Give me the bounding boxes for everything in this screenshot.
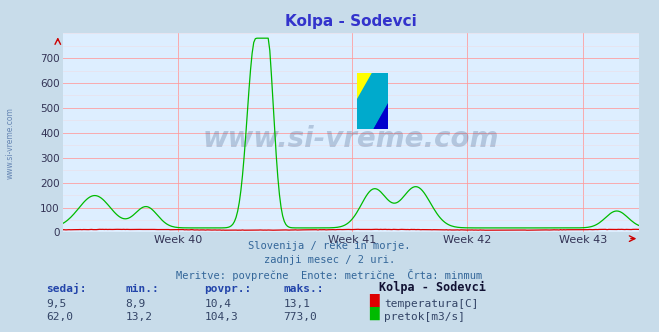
Title: Kolpa - Sodevci: Kolpa - Sodevci	[285, 14, 416, 29]
Text: pretok[m3/s]: pretok[m3/s]	[384, 312, 465, 322]
Text: █: █	[369, 294, 379, 307]
Text: 13,2: 13,2	[125, 312, 152, 322]
Text: povpr.:: povpr.:	[204, 284, 252, 294]
Text: 10,4: 10,4	[204, 299, 231, 309]
Text: 13,1: 13,1	[283, 299, 310, 309]
Text: www.si-vreme.com: www.si-vreme.com	[203, 125, 499, 153]
Polygon shape	[357, 73, 388, 129]
Polygon shape	[357, 73, 372, 101]
Text: Kolpa - Sodevci: Kolpa - Sodevci	[379, 281, 486, 294]
Text: 104,3: 104,3	[204, 312, 238, 322]
Text: min.:: min.:	[125, 284, 159, 294]
Text: 8,9: 8,9	[125, 299, 146, 309]
Polygon shape	[357, 73, 388, 129]
Text: temperatura[C]: temperatura[C]	[384, 299, 478, 309]
Text: zadnji mesec / 2 uri.: zadnji mesec / 2 uri.	[264, 255, 395, 265]
Text: 9,5: 9,5	[46, 299, 67, 309]
Text: Meritve: povprečne  Enote: metrične  Črta: minmum: Meritve: povprečne Enote: metrične Črta:…	[177, 269, 482, 281]
Text: █: █	[369, 307, 379, 320]
Text: 773,0: 773,0	[283, 312, 317, 322]
Polygon shape	[372, 101, 388, 129]
Text: sedaj:: sedaj:	[46, 283, 86, 294]
Text: maks.:: maks.:	[283, 284, 324, 294]
Text: www.si-vreme.com: www.si-vreme.com	[5, 107, 14, 179]
Text: Slovenija / reke in morje.: Slovenija / reke in morje.	[248, 241, 411, 251]
Text: 62,0: 62,0	[46, 312, 73, 322]
